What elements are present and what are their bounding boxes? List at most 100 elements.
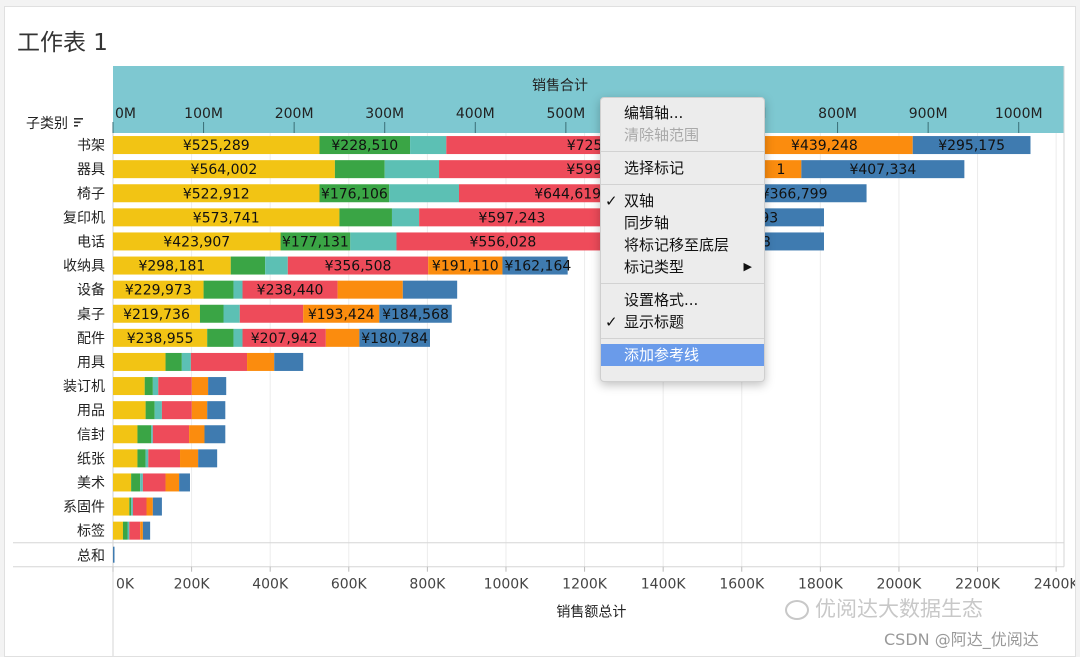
bar-data-label: ¥525,289 [183,138,250,154]
menu-item[interactable]: 将标记移至底层 [601,234,764,256]
bar-segment [801,160,965,179]
category-label: 信封 [77,427,105,443]
bar-segment [113,304,200,323]
category-label: 桌子 [77,307,105,323]
sheet-title: 工作表 1 [17,30,108,56]
bar-segment [113,328,208,347]
bar-segment [152,497,162,516]
category-label: 电话 [77,234,105,250]
bar-segment [154,401,162,420]
menu-item-label: 双轴 [624,192,655,210]
bar-segment [334,160,385,179]
bar-segment [131,473,141,492]
bar-segment [146,497,153,516]
top-axis-tick-label: 900M [909,106,948,122]
top-axis-tick-label: 300M [365,106,404,122]
bar-segment [199,304,224,323]
bar-segment [396,232,610,251]
bottom-axis-tick-label: 400K [252,577,289,593]
category-label: 收纳具 [63,259,105,275]
menu-item[interactable]: ✓ 显示标题 [601,311,764,333]
bar-data-label: ¥162,164 [504,259,571,275]
category-label: 设备 [77,282,105,299]
total-row-label: 总和 [77,549,105,565]
category-label: 装订机 [63,379,105,395]
bottom-axis-tick-label: 800K [409,577,446,593]
top-axis-tick-label: 1000M [995,106,1043,122]
category-label: 椅子 [77,186,105,202]
wechat-watermark-text: 优阅达大数据生态 [815,597,983,621]
bar-segment [389,184,459,203]
bar-segment [384,160,440,179]
menu-item[interactable]: 设置格式... [601,289,764,311]
bar-segment [165,352,182,371]
bar-segment [158,377,192,396]
bar-segment [204,425,226,444]
bottom-axis-tick-label: 2400K [1034,577,1075,593]
bar-segment [359,328,430,347]
bar-segment [736,136,913,155]
sort-icon-bar [74,118,83,120]
bar-segment [144,377,153,396]
category-label: 标签 [77,523,105,540]
category-label: 用具 [77,355,105,371]
bar-segment [113,449,138,468]
bar-data-label: ¥564,002 [191,162,258,178]
bar-segment [191,377,209,396]
bar-segment [113,136,320,155]
bar-segment [760,160,802,179]
bar-segment [113,377,145,396]
bar-segment [223,304,240,323]
worksheet: 工作表 1 销售合计0M100M200M300M400M500M600M700M… [4,6,1076,657]
menu-item[interactable]: 同步轴 [601,212,764,234]
menu-item-label: 添加参考线 [624,346,700,364]
menu-separator [601,338,764,339]
bar-segment [230,256,266,275]
bar-segment [165,473,180,492]
menu-item[interactable]: 标记类型 ▶ [601,256,764,278]
top-axis-tick-label: 0M [115,106,136,122]
bar-data-label: ¥556,028 [470,234,537,250]
bar-segment [113,352,166,371]
bar-segment [419,208,605,227]
menu-item[interactable]: ✓ 双轴 [601,190,764,212]
bar-segment [203,280,234,299]
bottom-axis-tick-label: 1600K [719,577,765,593]
bar-data-label: ¥176,106 [321,186,388,202]
bar-segment [129,497,132,516]
menu-item[interactable]: 清除轴范围 [601,124,764,146]
bar-segment [287,256,429,275]
bar-segment [152,377,159,396]
bar-segment [191,401,208,420]
bar-segment [145,401,155,420]
menu-item-label: 编辑轴... [624,104,684,122]
bar-data-label: ¥193,424 [308,307,375,323]
top-axis-tick-label: 400M [456,106,495,122]
category-label: 复印机 [63,209,105,226]
bar-segment [207,328,234,347]
menu-separator [601,184,764,185]
menu-item[interactable]: 选择标记 [601,157,764,179]
bar-segment [280,232,351,251]
bar-segment [132,497,147,516]
category-label: 纸张 [77,451,105,467]
bar-data-label: ¥597,243 [479,210,546,226]
bar-segment [142,521,151,540]
bottom-axis-title: 销售额总计 [556,605,626,621]
bar-data-label: ¥356,508 [325,259,392,275]
menu-item[interactable]: 编辑轴... [601,102,764,124]
bar-segment [208,377,227,396]
bottom-axis-tick-label: 200K [174,577,211,593]
bar-segment [379,304,452,323]
bottom-axis-tick-label: 0K [116,577,135,593]
checkmark-icon: ✓ [605,313,618,331]
top-axis-tick-label: 100M [184,106,223,122]
menu-item-label: 将标记移至底层 [624,236,730,254]
bar-segment [242,328,326,347]
bar-segment [274,352,304,371]
bar-data-label: ¥439,248 [791,138,858,154]
menu-item[interactable]: 添加参考线 [601,344,764,366]
bar-segment [339,208,392,227]
bar-segment [180,449,199,468]
bar-data-label: ¥522,912 [183,186,250,202]
